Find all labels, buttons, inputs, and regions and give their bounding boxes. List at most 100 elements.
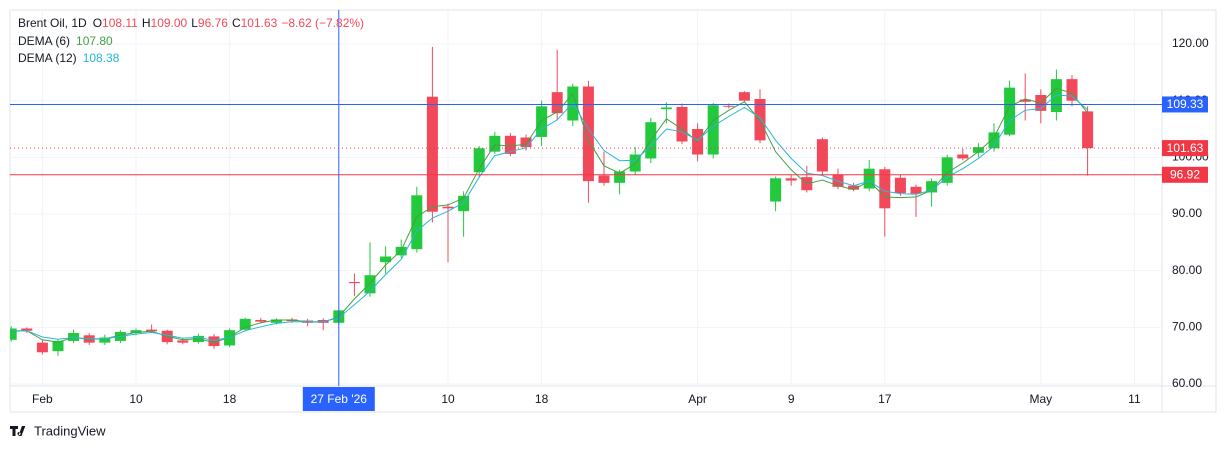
candle-body <box>489 135 501 152</box>
price-tag <box>1162 140 1208 157</box>
x-tick-label: 18 <box>223 392 237 406</box>
crosshair-time-tag <box>302 387 375 411</box>
x-tick-label: 11 <box>1128 392 1141 406</box>
candle-body <box>629 154 641 172</box>
footer-logo <box>10 426 26 436</box>
candle-body <box>1082 111 1094 149</box>
candle-body <box>957 154 969 159</box>
ohlc-key: H <box>142 16 151 30</box>
x-tick-label: 10 <box>441 392 455 406</box>
y-tick-label: 80.00 <box>1172 263 1202 277</box>
candle-body <box>598 175 610 183</box>
price-tag <box>1162 96 1208 113</box>
candle-body <box>785 178 797 181</box>
x-tick-label: Feb <box>32 392 53 406</box>
legend: Brent Oil, 1D O108.11 H109.00 L96.76 C101.63… <box>18 16 364 65</box>
grid <box>10 10 1162 386</box>
x-tick-label: Apr <box>688 392 707 406</box>
dema-line <box>11 94 1088 341</box>
x-tick-label: 27 Feb '26 <box>311 392 368 406</box>
candle-body <box>754 98 766 141</box>
candle-body <box>426 96 438 212</box>
legend-title-line: Brent Oil, 1D O108.11 H109.00 L96.76 C101.63… <box>18 16 364 30</box>
candle-body <box>442 206 454 209</box>
candle-body <box>660 107 672 110</box>
change-value: −8.62 (−7.82%) <box>281 16 364 30</box>
candle-body <box>473 148 485 173</box>
ohlc-key: L <box>191 16 198 30</box>
candle-body <box>676 106 688 142</box>
footer-brand: TradingView <box>34 423 106 438</box>
x-tick-label: 17 <box>878 392 892 406</box>
candle-body <box>879 169 891 209</box>
candle-body <box>816 139 828 172</box>
dema-line <box>11 87 1088 344</box>
candle-body <box>130 330 142 334</box>
candle-body <box>380 256 392 263</box>
indicator-legend: DEMA (6) 107.80 <box>18 34 113 48</box>
x-tick-label: May <box>1029 392 1052 406</box>
candle-body <box>770 178 782 202</box>
ohlc-value: 96.76 <box>198 16 228 30</box>
price-tag <box>1162 166 1208 183</box>
candle-body <box>988 132 1000 149</box>
candle-body <box>99 337 111 343</box>
candle-body <box>926 181 938 193</box>
candle-body <box>1004 87 1016 135</box>
indicator-name: DEMA (12) <box>18 51 77 65</box>
candle-body <box>941 157 953 183</box>
candle-body <box>848 185 860 190</box>
candle-body <box>1019 99 1031 102</box>
candle-body <box>536 106 548 137</box>
ohlc-value: 101.63 <box>241 16 278 30</box>
candle-body <box>1066 79 1078 101</box>
y-tick-label: 60.00 <box>1172 376 1202 390</box>
x-tick-label: 10 <box>129 392 143 406</box>
candle-body <box>504 135 516 154</box>
candle-body <box>723 105 735 107</box>
candle-body <box>348 282 360 284</box>
ohlc-value: 108.11 <box>102 16 138 30</box>
candle-body <box>863 168 875 189</box>
ohlc-value: 109.00 <box>151 16 188 30</box>
price-tag-label: 96.92 <box>1170 167 1200 181</box>
candle-body <box>177 340 189 343</box>
candle-body <box>255 319 267 322</box>
indicator-legend: DEMA (12) 108.38 <box>18 51 120 65</box>
candle-body <box>239 318 251 330</box>
price-tag-label: 101.63 <box>1167 141 1204 155</box>
candle-body <box>52 340 64 352</box>
chart-frame <box>9 9 1217 413</box>
indicator-value: 108.38 <box>83 51 120 65</box>
plot-area <box>10 10 1162 386</box>
candle-body <box>738 92 750 101</box>
candle-body <box>614 171 626 183</box>
y-tick-label: 70.00 <box>1172 320 1202 334</box>
y-tick-label: 90.00 <box>1172 206 1202 220</box>
candle-body <box>395 246 407 256</box>
candle-body <box>10 328 17 340</box>
candle-body <box>458 195 470 212</box>
candle-body <box>270 319 282 323</box>
candle-body <box>520 137 532 148</box>
candle-body <box>68 333 80 341</box>
candle-body <box>146 329 158 332</box>
candle-body <box>972 147 984 153</box>
axes: 60.0070.0080.0090.00100.00110.00120.00Fe… <box>32 36 1209 411</box>
candle-body <box>551 92 563 114</box>
candle-body <box>582 86 594 182</box>
y-tick-label: 120.00 <box>1172 36 1209 50</box>
candle-body <box>364 275 376 294</box>
indicator-value: 107.80 <box>76 34 113 48</box>
symbol-title: Brent Oil, 1D <box>18 16 87 30</box>
x-tick-label: 18 <box>535 392 549 406</box>
indicator-name: DEMA (6) <box>18 34 70 48</box>
candle-body <box>910 186 922 194</box>
ohlc-key: O <box>93 16 102 30</box>
x-tick-label: 9 <box>788 392 795 406</box>
candle-body <box>894 177 906 194</box>
candle-body <box>208 336 220 347</box>
candle-body <box>411 195 423 250</box>
